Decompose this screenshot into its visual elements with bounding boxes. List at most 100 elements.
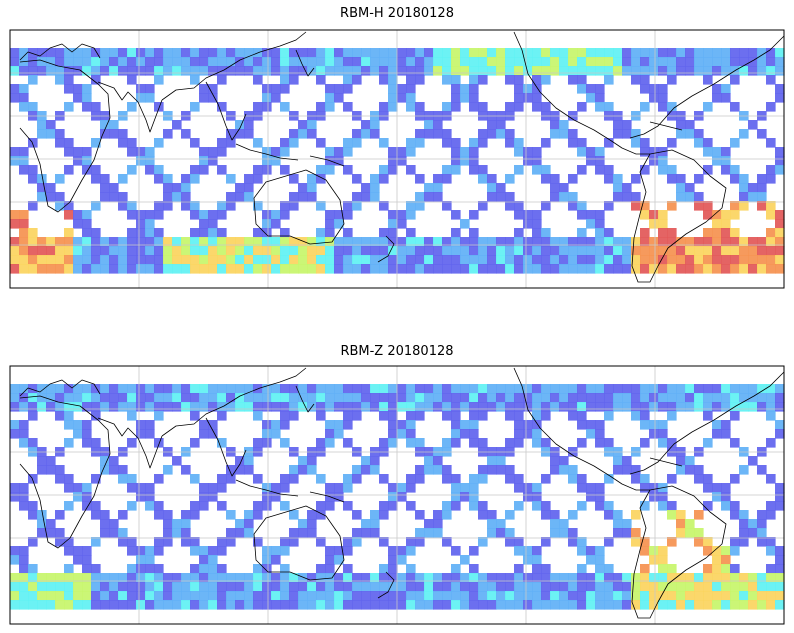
swath-tile <box>757 192 767 202</box>
swath-tile <box>361 591 371 601</box>
swath-tile <box>10 84 20 94</box>
swath-tile <box>622 600 632 610</box>
swath-tile <box>631 384 641 394</box>
swath-tile <box>514 582 524 592</box>
swath-tile <box>406 228 416 238</box>
swath-tile <box>442 165 452 175</box>
swath-tile <box>19 93 29 103</box>
swath-tile <box>775 264 785 274</box>
swath-tile <box>748 591 758 601</box>
swath-tile <box>514 246 524 256</box>
swath-tile <box>595 438 605 448</box>
swath-tile <box>397 264 407 274</box>
swath-tile <box>253 138 263 148</box>
swath-tile <box>136 237 146 247</box>
swath-tile <box>262 246 272 256</box>
swath-tile <box>10 429 20 439</box>
swath-tile <box>478 600 488 610</box>
swath-tile <box>370 393 380 403</box>
swath-tile <box>73 591 83 601</box>
swath-tile <box>253 102 263 112</box>
swath-tile <box>118 600 128 610</box>
swath-tile <box>694 384 704 394</box>
swath-tile <box>451 501 461 511</box>
swath-tile <box>595 66 605 76</box>
coastlines <box>19 31 785 283</box>
swath-tile <box>28 174 38 184</box>
swath-tile <box>127 228 137 238</box>
swath-tile <box>199 237 209 247</box>
swath-tile <box>505 573 515 583</box>
swath-tile <box>109 528 119 538</box>
swath-tile <box>640 237 650 247</box>
swath-tile <box>217 474 227 484</box>
swath-tile <box>28 66 38 76</box>
swath-tile <box>361 183 371 193</box>
swath-tile <box>658 501 668 511</box>
swath-tile <box>46 528 56 538</box>
swath-tile <box>604 501 614 511</box>
swath-tile <box>676 246 686 256</box>
swath-tile <box>406 474 416 484</box>
swath-tile <box>73 600 83 610</box>
swath-tile <box>676 402 686 412</box>
swath-tile <box>685 402 695 412</box>
swath-tile <box>109 66 119 76</box>
swath-tile <box>712 591 722 601</box>
swath-tile <box>325 228 335 238</box>
swath-tile <box>19 237 29 247</box>
swath-tile <box>631 591 641 601</box>
swath-tile <box>352 237 362 247</box>
swath-tile <box>676 510 686 520</box>
swath-tile <box>658 210 668 220</box>
swath-tile <box>91 264 101 274</box>
swath-tile <box>613 255 623 265</box>
swath-tile <box>244 465 254 475</box>
swath-tile <box>559 402 569 412</box>
swath-tile <box>91 57 101 67</box>
swath-tile <box>235 246 245 256</box>
swath-tile <box>253 591 263 601</box>
swath-tile <box>469 210 479 220</box>
swath-tile <box>28 102 38 112</box>
swath-tile <box>91 582 101 592</box>
swath-tile <box>262 48 272 58</box>
swath-tile <box>514 591 524 601</box>
swath-tile <box>658 237 668 247</box>
swath-tile <box>19 156 29 166</box>
swath-tile <box>478 501 488 511</box>
swath-tile <box>685 237 695 247</box>
swath-tile <box>568 246 578 256</box>
swath-tile <box>460 255 470 265</box>
swath-tile <box>217 102 227 112</box>
swath-tile <box>307 510 317 520</box>
swath-tile <box>505 393 515 403</box>
swath-tile <box>460 402 470 412</box>
swath-tile <box>244 528 254 538</box>
swath-tile <box>343 210 353 220</box>
swath-tile <box>568 402 578 412</box>
swath-tile <box>307 57 317 67</box>
swath-tile <box>532 165 542 175</box>
swath-tile <box>352 66 362 76</box>
swath-tile <box>496 192 506 202</box>
swath-tile <box>118 537 128 547</box>
swath-tile <box>307 528 317 538</box>
swath-tile <box>748 384 758 394</box>
swath-tile <box>172 393 182 403</box>
swath-tile <box>226 591 236 601</box>
swath-tile <box>289 57 299 67</box>
swath-tile <box>613 600 623 610</box>
swath-tile <box>766 582 776 592</box>
swath-tile <box>604 165 614 175</box>
swath-tile <box>379 138 389 148</box>
swath-tile <box>271 57 281 67</box>
swath-tile <box>748 456 758 466</box>
swath-tile <box>604 102 614 112</box>
swath-tile <box>208 66 218 76</box>
swath-tile <box>10 237 20 247</box>
swath-tile <box>460 582 470 592</box>
swath-tile <box>406 48 416 58</box>
swath-tile <box>730 102 740 112</box>
swath-tile <box>523 600 533 610</box>
